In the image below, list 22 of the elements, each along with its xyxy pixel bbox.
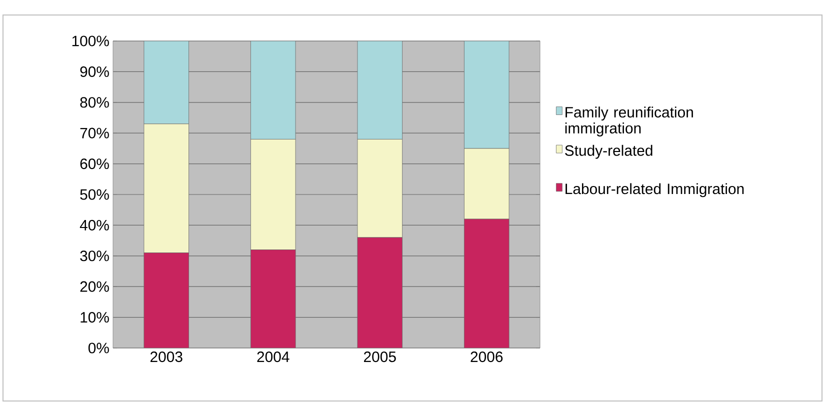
y-tick-label: 0% — [88, 342, 109, 354]
legend-label: Family reunification immigration — [565, 106, 693, 136]
bar — [250, 250, 296, 348]
bar — [144, 252, 189, 348]
legend-label: Labour-related Immigration — [566, 183, 744, 198]
x-tick-label: 2005 — [364, 352, 396, 362]
y-tick-label: 10% — [80, 312, 109, 323]
x-tick-label: 2004 — [257, 352, 290, 362]
bar — [464, 218, 510, 348]
y-tick-label: 60% — [80, 158, 109, 170]
bar — [357, 237, 402, 348]
x-tick-label: 2006 — [470, 352, 503, 362]
y-tick-label: 80% — [80, 97, 109, 108]
x-tick-label: 2003 — [150, 352, 182, 362]
y-tick-label: 100% — [72, 36, 109, 46]
legend-label: Study-related — [565, 144, 652, 159]
y-tick-label: 40% — [80, 220, 109, 230]
y-tick-label: 20% — [80, 281, 109, 292]
y-tick-label: 70% — [80, 128, 109, 138]
y-tick-label: 30% — [80, 250, 109, 262]
y-tick-label: 50% — [80, 189, 109, 200]
y-tick-label: 90% — [80, 66, 109, 77]
